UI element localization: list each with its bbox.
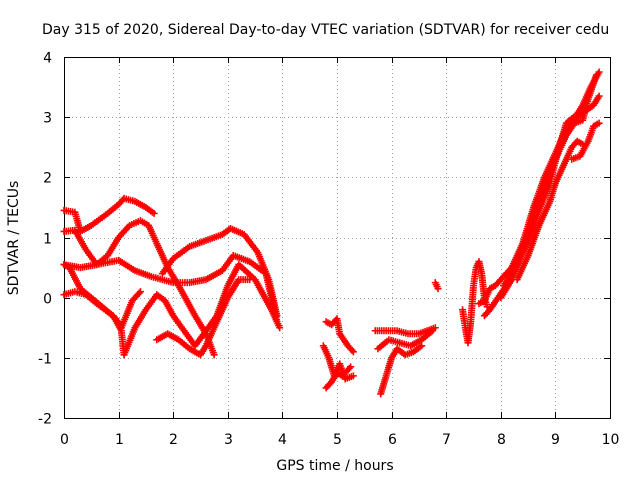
x-axis: 0 1 2 3 4 5 6 7 8 9 10 [60,57,619,448]
x-tick-label: 2 [169,432,178,448]
data-point [348,346,356,354]
x-tick-label: 4 [278,432,287,448]
data-point [434,285,442,293]
x-tick-label: 7 [442,432,451,448]
data-point [347,363,355,371]
series-track-a [60,194,158,235]
x-tick-label: 5 [333,432,342,448]
data-point [349,372,357,380]
series-track-l [374,327,437,353]
x-tick-label: 8 [497,432,506,448]
y-axis: -2 -1 0 1 2 3 4 [38,51,610,428]
x-axis-label: GPS time / hours [276,458,393,474]
y-tick-label: 4 [43,51,52,67]
data-point [276,324,284,332]
data-point [273,312,281,320]
series-track-e [60,261,144,332]
data-point [573,110,581,118]
x-tick-label: 10 [602,432,620,448]
data-point [429,327,437,335]
data-point [136,288,144,296]
x-tick-label: 9 [551,432,560,448]
data-point [595,92,603,100]
grid [64,57,610,418]
data-point [345,364,353,372]
y-axis-label: SDTVAR / TECUs [6,181,22,296]
y-tick-label: 0 [43,292,52,308]
data-point [592,71,600,79]
y-tick-label: -2 [38,412,52,428]
series-track-n [431,279,442,293]
x-tick-label: 3 [224,432,233,448]
y-tick-label: 2 [43,171,52,187]
x-tick-label: 0 [60,432,69,448]
y-tick-label: 3 [43,111,52,127]
series-track-g [158,224,281,320]
data-point [150,209,158,217]
series-track-m [377,342,426,398]
series-track-s [500,110,581,290]
x-tick-label: 1 [115,432,124,448]
data-point [246,276,254,284]
series-track-o [459,258,491,347]
data-point [595,119,603,127]
data-marks [60,68,603,398]
data-point [349,348,357,356]
series-track-j [322,363,355,392]
series-track-f [153,276,254,359]
series-track-b [60,217,218,359]
x-tick-label: 6 [388,432,397,448]
series-track-u [568,119,603,163]
data-point [418,342,426,350]
chart-title: Day 315 of 2020, Sidereal Day-to-day VTE… [42,22,609,38]
y-tick-label: 1 [43,232,52,248]
data-point [135,289,143,297]
y-tick-label: -1 [38,352,52,368]
series-track-t [513,137,587,284]
data-point [210,351,218,359]
series-track-h [322,315,357,356]
